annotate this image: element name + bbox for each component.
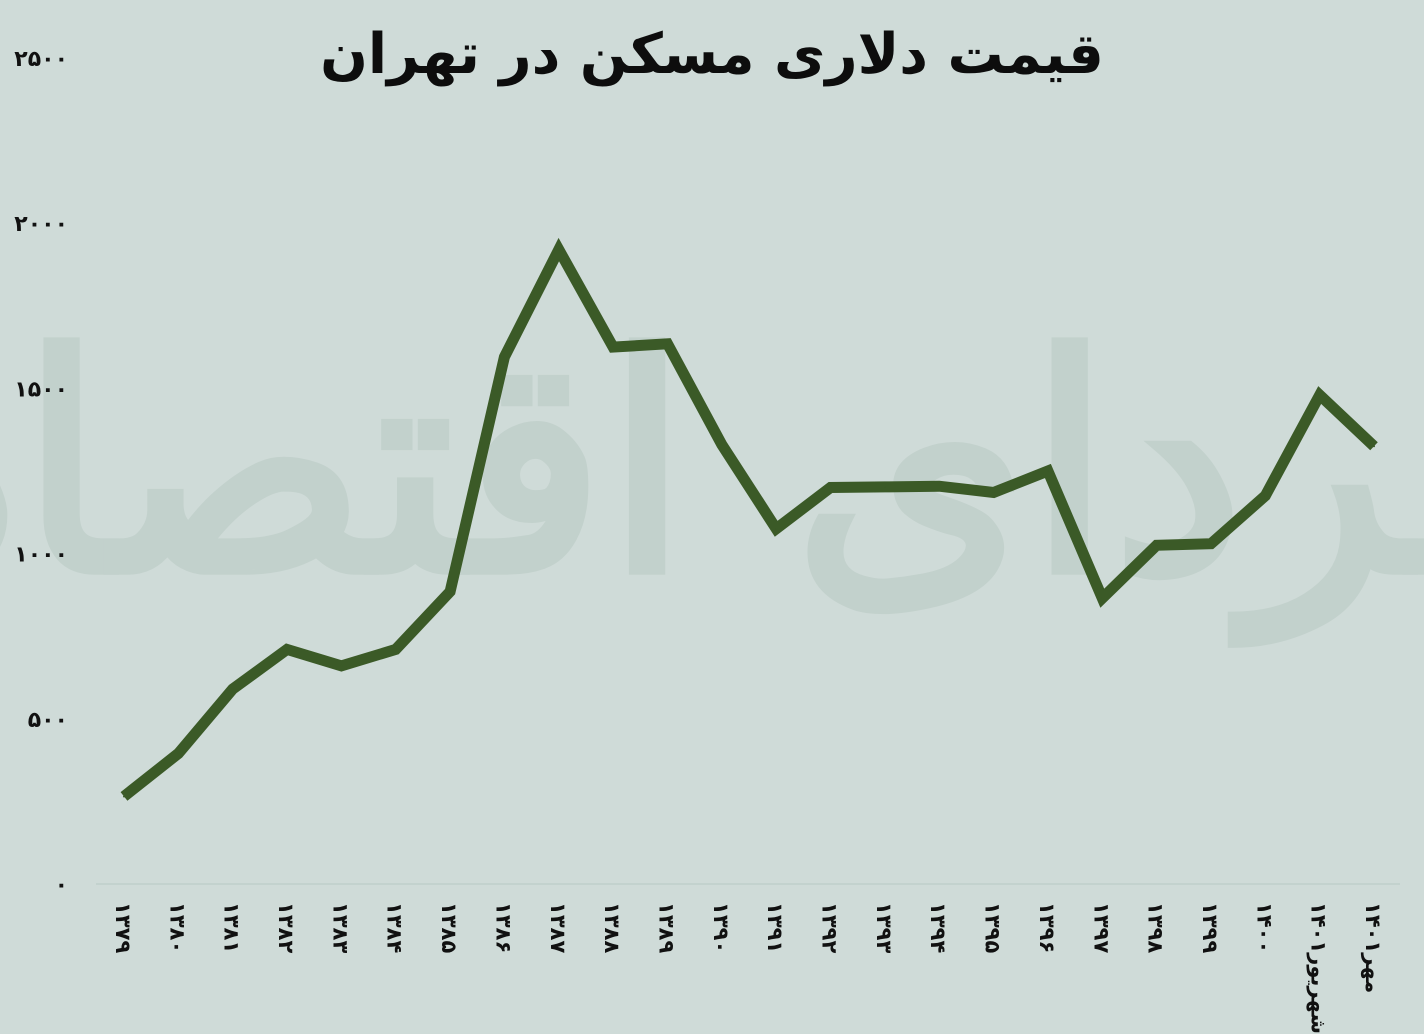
y-axis: ۰ ۵۰۰ ۱۰۰۰ ۱۵۰۰ ۲۰۰۰ ۲۵۰۰ — [14, 47, 68, 898]
x-tick-label: ۱۳۸۱ — [220, 902, 244, 953]
series-line — [120, 237, 1378, 801]
chart-title: قیمت دلاری مسکن در تهران — [320, 22, 1104, 87]
x-tick-label: ۱۳۹۸ — [1144, 902, 1168, 953]
data-point — [1046, 470, 1049, 472]
data-point — [1264, 494, 1267, 497]
data-point — [938, 485, 941, 488]
data-point — [340, 664, 343, 667]
data-point — [557, 248, 560, 251]
data-point — [286, 648, 289, 651]
x-tick-label: ۱۳۸۳ — [328, 902, 352, 953]
x-tick-label: ۱۳۸۶ — [491, 902, 515, 953]
x-tick-label: ۱۳۸۷ — [546, 902, 570, 953]
x-tick-label: ۱۳۹۰ — [709, 902, 733, 953]
data-point — [1318, 394, 1321, 397]
x-tick-label: ۱۳۸۹ — [654, 902, 678, 953]
data-point — [883, 485, 886, 488]
data-point — [666, 342, 669, 345]
data-point — [829, 486, 832, 489]
data-point — [449, 590, 452, 593]
x-tick-label: ۱۳۸۴ — [383, 902, 407, 953]
x-tick-label: ۱۳۷۹ — [111, 902, 135, 953]
y-tick-label: ۲۵۰۰ — [14, 47, 68, 72]
x-tick-label: ۱۳۹۴ — [926, 902, 950, 953]
x-tick-label: ۱۳۸۲ — [274, 902, 298, 953]
data-point — [1155, 544, 1158, 547]
x-tick-label: ۱۳۸۵ — [437, 902, 461, 953]
x-tick-label: شهریور۱۴۰۱ — [1307, 902, 1331, 1034]
data-point — [720, 443, 723, 446]
data-point — [123, 795, 125, 798]
series-group — [120, 237, 1378, 801]
data-point — [177, 752, 180, 755]
y-tick-label: ۱۰۰۰ — [14, 543, 68, 568]
data-point — [1209, 542, 1212, 545]
x-tick-label: ۱۳۹۳ — [872, 902, 896, 953]
data-point — [394, 648, 397, 651]
x-axis: ۱۳۷۹ ۱۳۸۰ ۱۳۸۱ ۱۳۸۲ ۱۳۸۳ ۱۳۸۴ ۱۳۸۵ ۱۳۸۶ ۱۳۸۷ ۱۳۸۸… — [111, 902, 1385, 1034]
x-tick-label: ۱۳۹۲ — [818, 902, 842, 953]
data-point — [1101, 597, 1104, 600]
x-tick-label: ۱۳۸۰ — [165, 902, 189, 953]
x-tick-label: ۱۳۹۹ — [1198, 902, 1222, 953]
x-tick-label: ۱۳۹۷ — [1089, 902, 1113, 953]
x-tick-label: ۱۳۹۵ — [981, 902, 1005, 953]
data-point — [503, 356, 506, 359]
data-point — [1373, 445, 1375, 448]
y-tick-label: ۵۰۰ — [28, 708, 68, 733]
y-tick-label: ۰ — [55, 873, 68, 898]
x-tick-label: ۱۴۰۰ — [1252, 902, 1276, 953]
y-tick-label: ۱۵۰۰ — [14, 377, 68, 402]
y-tick-label: ۲۰۰۰ — [14, 212, 68, 237]
watermark: فردای اقتصاد — [0, 288, 1424, 650]
x-tick-label: ۱۳۸۸ — [600, 902, 624, 953]
x-tick-label: ۱۳۹۱ — [763, 902, 787, 953]
x-tick-label: ۱۳۹۶ — [1035, 902, 1059, 953]
data-point — [231, 688, 234, 691]
x-tick-label: مهر۱۴۰۱ — [1361, 902, 1385, 993]
data-point — [992, 491, 995, 494]
data-point — [612, 346, 615, 349]
data-point — [775, 527, 778, 530]
